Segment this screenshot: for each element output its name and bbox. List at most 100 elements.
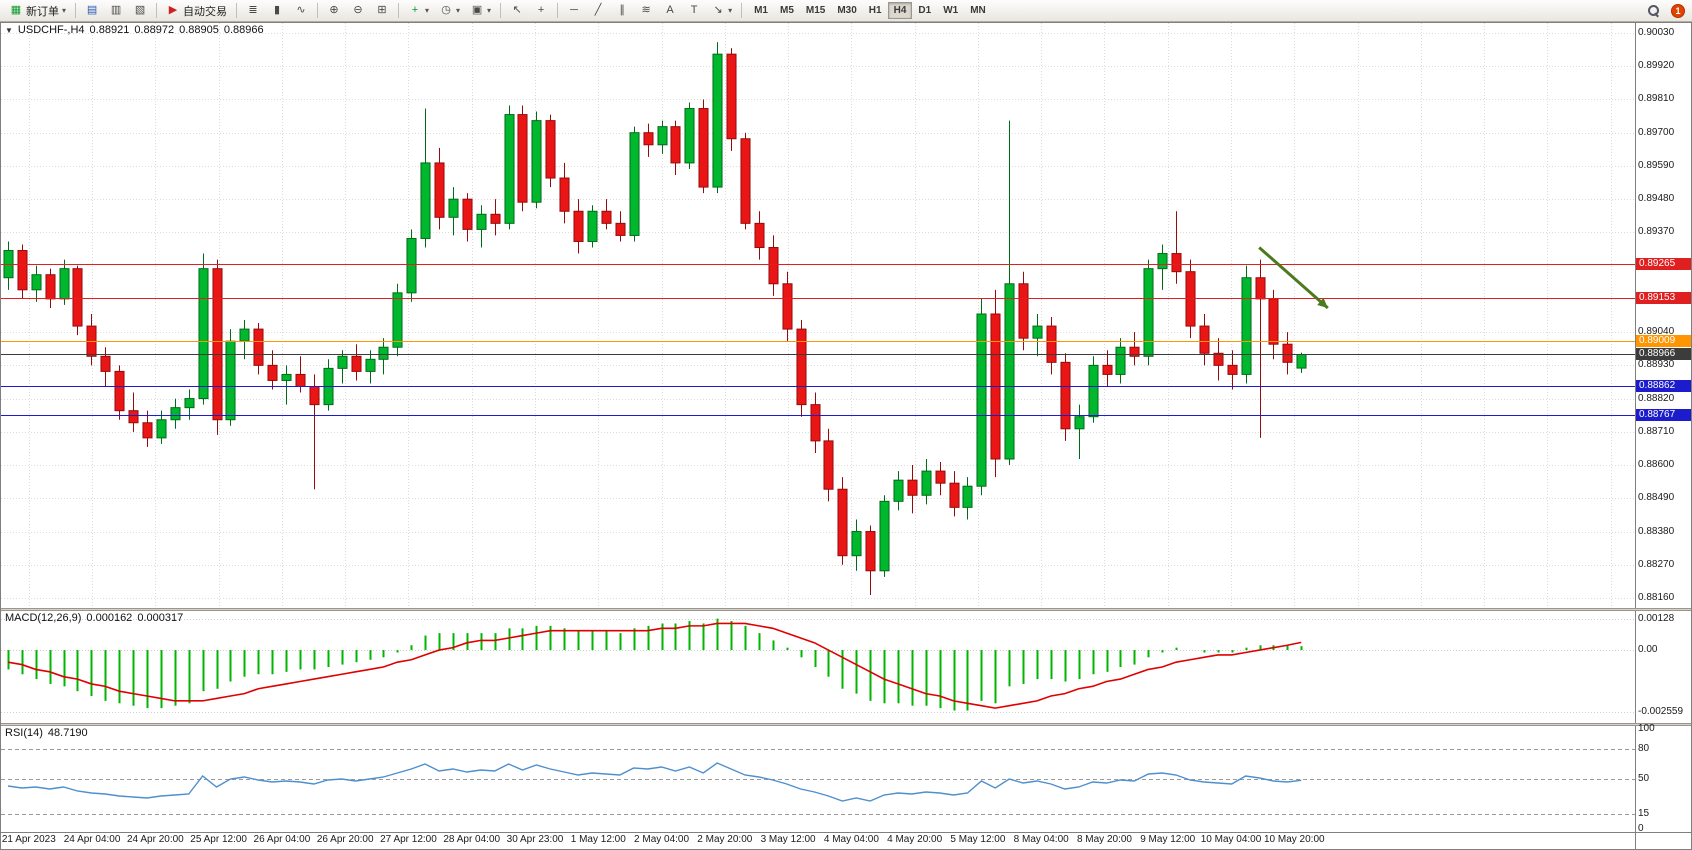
axis-tick-label: 0.89480	[1638, 193, 1675, 205]
axis-tick-label: 100	[1638, 723, 1655, 734]
time-axis-label: 25 Apr 12:00	[190, 834, 247, 845]
axis-tick-label: 50	[1638, 773, 1650, 784]
time-axis-label: 8 May 04:00	[1013, 834, 1069, 845]
macd-axis[interactable]: 0.00128 0.00 -0.002559	[1635, 611, 1691, 723]
time-axis-label: 30 Apr 23:00	[506, 834, 564, 845]
zoom-in-button[interactable]: ⊕	[322, 2, 346, 20]
axis-tick-label: 0.88380	[1638, 525, 1675, 537]
notification-badge[interactable]: 1	[1671, 3, 1685, 18]
line-chart-icon: ∿	[296, 4, 306, 16]
search-button[interactable]	[1643, 2, 1665, 20]
axis-tick-label: 0.89920	[1638, 60, 1675, 72]
navigator-button[interactable]: ▧	[128, 2, 152, 20]
zoom-in-icon: ⊕	[329, 4, 339, 16]
text-label-button[interactable]: T	[682, 2, 706, 20]
timeframe-D1[interactable]: D1	[918, 5, 932, 16]
zoom-out-button[interactable]: ⊖	[346, 2, 370, 20]
text-button[interactable]: A	[658, 2, 682, 20]
timeframe-W1[interactable]: W1	[943, 5, 959, 16]
panel-divider[interactable]	[1, 723, 1691, 726]
axis-tick-label: 0.88600	[1638, 459, 1675, 471]
axis-tick-label: 0.88160	[1638, 592, 1675, 603]
time-axis-label: 24 Apr 20:00	[127, 834, 184, 845]
ohlc-high: 0.88972	[134, 24, 175, 36]
timeframe-M1[interactable]: M1	[754, 5, 768, 16]
axis-tick-label: 0	[1638, 823, 1644, 834]
time-axis-label: 28 Apr 04:00	[443, 834, 501, 845]
chevron-down-icon: ▾	[425, 6, 430, 15]
time-axis-label: 26 Apr 20:00	[316, 834, 374, 845]
candlestick-chart-button[interactable]: ▮	[265, 2, 289, 20]
new-order-button[interactable]: ▦ 新订单 ▾	[4, 2, 71, 20]
time-axis-label: 1 May 12:00	[570, 834, 626, 845]
timeframe-H4[interactable]: H4	[887, 2, 913, 19]
trendline-button[interactable]: ╱	[586, 2, 610, 20]
time-axis-label: 4 May 20:00	[887, 834, 943, 845]
main-axis[interactable]: 0.90030 0.89920 0.89810 0.89700 0.89590 0.894…	[1635, 23, 1691, 608]
timeframe-MN[interactable]: MN	[970, 5, 986, 16]
time-axis-corner	[1635, 833, 1691, 849]
bar-chart-button[interactable]: ≣	[241, 2, 265, 20]
fibonacci-button[interactable]: ≋	[634, 2, 658, 20]
axis-tick-label: 0.89040	[1638, 326, 1675, 338]
axis-tick-label: 0.89370	[1638, 226, 1675, 238]
axis-tick-label: 0.90030	[1638, 27, 1675, 38]
price-level-label: 0.89009	[1636, 335, 1691, 348]
axis-tick-label: 0.88270	[1638, 558, 1675, 570]
search-icon	[1648, 4, 1660, 17]
axis-tick-label: 0.88490	[1638, 492, 1675, 504]
ohlc-close: 0.88966	[223, 24, 264, 36]
axis-tick-label: 0.89590	[1638, 159, 1675, 171]
data-window-button[interactable]: ▥	[104, 2, 128, 20]
channel-button[interactable]: ∥	[610, 2, 634, 20]
main-chart-panel: ▼ USDCHF-,H4 0.88921 0.88972 0.88905 0.8…	[1, 23, 1691, 608]
axis-tick-label: 80	[1638, 743, 1650, 754]
navigator-icon: ▧	[134, 4, 146, 16]
price-level-label: 0.89265	[1636, 258, 1691, 271]
templates-icon: ▣	[471, 4, 483, 16]
new-order-icon: ▦	[10, 4, 22, 16]
panel-divider[interactable]	[1, 608, 1691, 611]
templates-button[interactable]: ▣ ▾	[465, 2, 496, 20]
chevron-down-icon: ▾	[62, 6, 67, 15]
periods-button[interactable]: ◷ ▾	[434, 2, 465, 20]
rsi-plot[interactable]: RSI(14) 48.7190	[1, 726, 1635, 832]
main-plot[interactable]: ▼ USDCHF-,H4 0.88921 0.88972 0.88905 0.8…	[1, 23, 1635, 608]
rsi-value: 48.7190	[47, 727, 88, 739]
toolbar-separator	[156, 3, 158, 18]
line-chart-button[interactable]: ∿	[289, 2, 313, 20]
collapse-icon[interactable]: ▼	[5, 25, 13, 35]
axis-tick-label: -0.002559	[1638, 705, 1684, 717]
horizontal-line-icon: ─	[570, 4, 578, 16]
time-axis[interactable]: 21 Apr 2023 24 Apr 04:00 24 Apr 20:00 25 Ap…	[1, 832, 1691, 849]
time-axis-label: 2 May 20:00	[697, 834, 753, 845]
toolbar-separator	[557, 3, 559, 18]
timeframe-M5[interactable]: M5	[779, 5, 794, 16]
price-level-label: 0.88966	[1636, 348, 1691, 361]
axis-tick-label: 0.89700	[1638, 126, 1675, 138]
timeframe-M15[interactable]: M15	[805, 5, 826, 16]
indicators-button[interactable]: + ▾	[403, 2, 434, 20]
cursor-button[interactable]: ↖	[505, 2, 529, 20]
horizontal-line-button[interactable]: ─	[562, 2, 586, 20]
market-watch-button[interactable]: ▤	[80, 2, 104, 20]
text-label-icon: T	[690, 4, 698, 16]
tile-windows-button[interactable]: ⊞	[370, 2, 394, 20]
bar-chart-icon: ≣	[248, 4, 258, 16]
timeframe-H1[interactable]: H1	[868, 5, 882, 16]
time-axis-label: 21 Apr 2023	[1, 834, 56, 845]
crosshair-button[interactable]: +	[529, 2, 553, 20]
chevron-down-icon: ▾	[487, 6, 492, 15]
time-axis-label: 2 May 04:00	[634, 834, 690, 845]
arrows-icon: ↘	[713, 4, 723, 16]
macd-plot[interactable]: MACD(12,26,9) 0.000162 0.000317	[1, 611, 1635, 723]
timeframe-M30[interactable]: M30	[837, 5, 857, 16]
price-level-label: 0.89153	[1636, 291, 1691, 304]
axis-tick-label: 15	[1638, 808, 1650, 819]
rsi-axis[interactable]: 100 80 50 15 0	[1635, 723, 1691, 834]
macd-value-signal: 0.000317	[137, 612, 184, 624]
arrows-button[interactable]: ↘ ▾	[706, 2, 737, 20]
tile-windows-icon: ⊞	[377, 4, 387, 16]
auto-trading-button[interactable]: ▶ 自动交易	[161, 2, 232, 20]
toolbar-separator	[317, 3, 319, 18]
